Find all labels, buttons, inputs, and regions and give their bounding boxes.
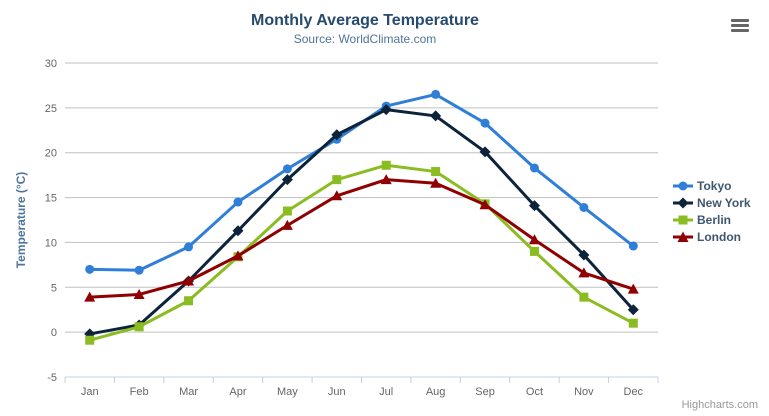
hamburger-icon	[731, 19, 749, 22]
data-point-london[interactable]	[380, 174, 392, 185]
data-point-berlin[interactable]	[628, 318, 638, 328]
data-point-tokyo[interactable]	[579, 202, 589, 212]
x-axis-label: Nov	[574, 386, 594, 398]
export-menu-button[interactable]	[731, 19, 749, 34]
data-point-new-york[interactable]	[578, 249, 590, 261]
series-line-london	[88, 178, 635, 299]
data-point-new-york[interactable]	[479, 146, 491, 158]
data-point-new-york[interactable]	[281, 174, 293, 186]
y-axis-label: 25	[45, 103, 57, 115]
data-point-tokyo[interactable]	[184, 242, 194, 252]
data-point-london[interactable]	[183, 275, 195, 286]
data-point-berlin[interactable]	[282, 206, 292, 216]
data-point-london[interactable]	[133, 288, 145, 299]
data-point-new-york[interactable]	[232, 225, 244, 237]
data-point-london[interactable]	[479, 199, 491, 210]
x-axis-label: Mar	[179, 386, 198, 398]
data-point-berlin[interactable]	[85, 335, 95, 345]
square-marker-icon	[673, 215, 693, 224]
y-axis-label: 30	[45, 58, 57, 70]
data-point-london[interactable]	[627, 283, 639, 294]
diamond-marker-icon	[673, 197, 693, 208]
data-point-london[interactable]	[84, 291, 96, 302]
x-axis-label: Jun	[328, 386, 346, 398]
y-axis-label: 0	[51, 327, 57, 339]
legend-label: Tokyo	[697, 178, 732, 193]
legend-item-tokyo[interactable]: Tokyo	[672, 177, 751, 194]
hamburger-icon	[731, 24, 749, 27]
legend-label: Berlin	[697, 212, 732, 227]
data-point-london[interactable]	[232, 250, 244, 261]
legend-item-london[interactable]: London	[672, 228, 751, 245]
hamburger-icon	[731, 29, 749, 32]
data-point-london[interactable]	[430, 177, 442, 188]
data-point-new-york[interactable]	[331, 129, 343, 141]
data-point-tokyo[interactable]	[85, 264, 95, 274]
data-point-tokyo[interactable]	[282, 164, 292, 174]
data-point-new-york[interactable]	[528, 200, 540, 212]
y-axis-title: Temperature (°C)	[14, 172, 28, 269]
legend-item-berlin[interactable]: Berlin	[672, 211, 751, 228]
data-point-london[interactable]	[281, 219, 293, 230]
data-point-tokyo[interactable]	[628, 241, 638, 251]
y-axis-label: 15	[45, 193, 57, 205]
y-axis-label: -5	[47, 372, 57, 384]
data-point-berlin[interactable]	[184, 296, 194, 306]
data-point-london[interactable]	[578, 267, 590, 278]
circle-marker-icon	[673, 181, 693, 190]
x-axis-label: Jul	[379, 386, 393, 398]
x-axis-label: May	[277, 386, 298, 398]
credits-link[interactable]: Highcharts.com	[681, 399, 758, 411]
data-point-berlin[interactable]	[381, 160, 391, 170]
data-point-new-york[interactable]	[627, 304, 639, 316]
x-axis-label: Dec	[624, 386, 644, 398]
data-point-tokyo[interactable]	[233, 197, 243, 207]
x-axis-label: Jan	[81, 386, 99, 398]
data-point-tokyo[interactable]	[480, 118, 490, 128]
legend-label: New York	[697, 195, 751, 210]
data-point-london[interactable]	[528, 234, 540, 245]
triangle-marker-icon	[673, 231, 693, 242]
legend-item-new-york[interactable]: New York	[672, 194, 751, 211]
series-line-new-york	[88, 108, 635, 336]
data-point-new-york[interactable]	[380, 104, 392, 116]
data-point-berlin[interactable]	[134, 322, 144, 332]
y-axis-label: 20	[45, 148, 57, 160]
data-point-new-york[interactable]	[430, 110, 442, 122]
y-axis-label: 5	[51, 282, 57, 294]
data-point-tokyo[interactable]	[134, 265, 144, 275]
series-line-berlin	[88, 163, 635, 342]
y-axis-label: 10	[45, 237, 57, 249]
data-point-london[interactable]	[331, 190, 343, 201]
data-point-tokyo[interactable]	[529, 163, 539, 173]
x-axis-label: Sep	[475, 386, 495, 398]
legend-label: London	[697, 229, 741, 244]
x-axis-label: Feb	[130, 386, 149, 398]
x-axis-label: Oct	[526, 386, 543, 398]
data-point-berlin[interactable]	[529, 246, 539, 256]
data-point-berlin[interactable]	[431, 167, 441, 177]
legend: Tokyo New York Berlin London	[672, 177, 751, 245]
data-point-tokyo[interactable]	[431, 89, 441, 99]
x-axis-label: Aug	[426, 386, 446, 398]
x-axis-label: Apr	[229, 386, 246, 398]
data-point-berlin[interactable]	[579, 292, 589, 302]
data-point-berlin[interactable]	[332, 175, 342, 185]
